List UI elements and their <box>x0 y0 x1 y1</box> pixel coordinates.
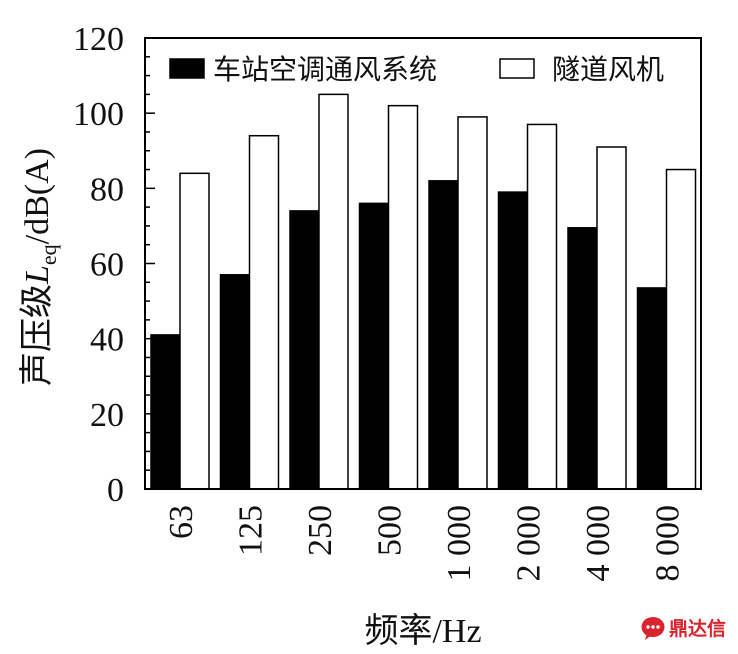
bar-series-1-0 <box>150 334 181 490</box>
bar-series-2-3 <box>387 104 419 490</box>
y-tick-label: 0 <box>107 472 124 509</box>
chat-bubble-icon <box>641 616 665 640</box>
bar-series-2-2 <box>318 93 349 490</box>
watermark: 鼎达信 <box>640 614 726 641</box>
bar-series-1-3 <box>358 202 390 490</box>
y-axis-label-var: L <box>19 265 56 285</box>
y-tick-label: 120 <box>73 21 124 58</box>
bars-group <box>150 93 697 490</box>
bar-series-1-1 <box>219 274 251 490</box>
bar-series-1-4 <box>428 180 459 490</box>
bar-series-1-5 <box>497 191 529 490</box>
x-tick-label: 1 000 <box>441 505 478 582</box>
y-tick-label: 60 <box>90 247 124 284</box>
y-tick-label: 20 <box>90 397 124 434</box>
y-axis-label-prefix: 声压级 <box>18 284 56 386</box>
x-tick-label: 63 <box>163 505 200 539</box>
y-tick-label: 40 <box>90 322 124 359</box>
x-tick-label: 8 000 <box>650 505 687 582</box>
bar-series-2-5 <box>526 123 558 490</box>
x-tick-label: 4 000 <box>580 505 617 582</box>
bar-series-2-1 <box>248 134 280 490</box>
y-axis-label-suffix: /dB(A) <box>19 148 56 244</box>
bar-series-1-7 <box>636 287 668 490</box>
y-tick-label: 100 <box>73 96 124 133</box>
legend-swatch-series-2 <box>499 58 535 79</box>
x-tick-label: 2 000 <box>511 505 548 582</box>
legend: 车站空调通风系统 隧道风机 <box>169 53 664 86</box>
bar-series-1-2 <box>289 210 320 490</box>
bar-series-2-6 <box>596 146 627 490</box>
x-ticks-group: 63 125 250 500 1 000 2 000 4 000 8 000 <box>163 505 687 582</box>
watermark-text: 鼎达信 <box>669 618 727 640</box>
bar-series-2-7 <box>665 168 697 490</box>
bar-series-1-6 <box>567 227 598 490</box>
legend-label-series-1: 车站空调通风系统 <box>213 53 437 86</box>
y-axis-label: 声压级Leq/dB(A) <box>18 148 61 386</box>
x-tick-label: 125 <box>233 505 270 556</box>
y-tick-label: 80 <box>90 171 124 208</box>
x-tick-label: 250 <box>302 505 339 556</box>
bar-series-2-0 <box>179 172 210 490</box>
y-axis-label-sub: eq <box>36 244 61 265</box>
y-ticks-group: 0 20 40 60 80 100 120 <box>73 21 155 509</box>
legend-label-series-2: 隧道风机 <box>552 53 664 86</box>
x-tick-label: 500 <box>372 505 409 556</box>
legend-swatch-series-1 <box>169 58 205 79</box>
x-axis-label: 频率/Hz <box>364 612 481 650</box>
bar-series-2-4 <box>457 116 488 490</box>
